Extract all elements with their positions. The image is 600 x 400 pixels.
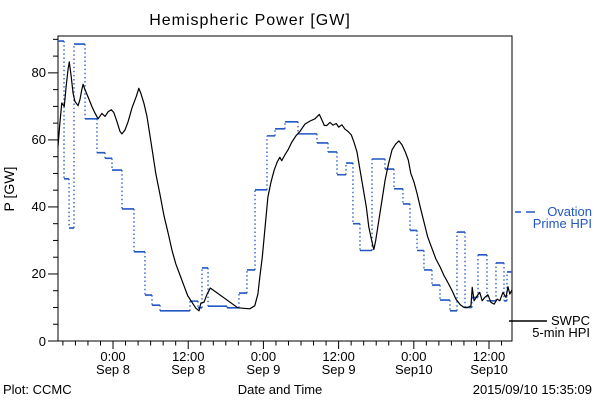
ovation-prime-hpi-step-risers [63, 41, 508, 311]
ovation-prime-hpi-step-levels [58, 40, 512, 312]
legend-ovation-label-line2: Prime HPI [532, 216, 592, 231]
x-axis-title: Date and Time [237, 382, 323, 397]
x-tick-label-time: 12:00 [322, 349, 355, 364]
x-tick-label-date: Sep 8 [171, 362, 206, 377]
chart-title: Hemispheric Power [GW] [149, 12, 351, 29]
plot-timestamp: 2015/09/10 15:35:09 [472, 382, 592, 397]
legend-swpc-label-line1: SWPC [551, 313, 590, 328]
x-tick-label-date: Sep 9 [246, 362, 281, 377]
legend-swpc-label-line2: 5-min HPI [532, 325, 590, 340]
plot-credit: Plot: CCMC [3, 382, 72, 397]
x-tick-label-time: 0:00 [100, 349, 126, 364]
x-tick-label-time: 12:00 [472, 349, 506, 364]
axes-box [57, 35, 513, 342]
swpc-5min-hpi-line [57, 61, 513, 312]
y-tick-label: 20 [31, 266, 46, 282]
legend-swpc-5min-hpi: SWPC 5-min HPI [509, 313, 590, 340]
x-tick-label-time: 0:00 [401, 349, 427, 364]
y-tick-label: 60 [31, 132, 46, 148]
x-tick-label-date: Sep 9 [321, 362, 356, 377]
legend-ovation-prime-hpi: Ovation Prime HPI [515, 204, 592, 231]
x-tick-label-date: Sep 8 [96, 362, 131, 377]
ovation-dashed-line-sample [515, 211, 544, 213]
swpc-solid-line-sample [509, 320, 547, 322]
y-tick-label: 40 [31, 199, 46, 215]
x-tick-label-time: 12:00 [171, 349, 205, 364]
x-tick-label-date: Sep10 [395, 362, 433, 377]
y-tick-label: 80 [31, 65, 46, 81]
x-tick-label-time: 0:00 [250, 349, 277, 364]
x-tick-label-date: Sep10 [470, 362, 508, 377]
legend-ovation-label-line1: Ovation [547, 204, 592, 219]
y-tick-label: 0 [38, 333, 46, 349]
